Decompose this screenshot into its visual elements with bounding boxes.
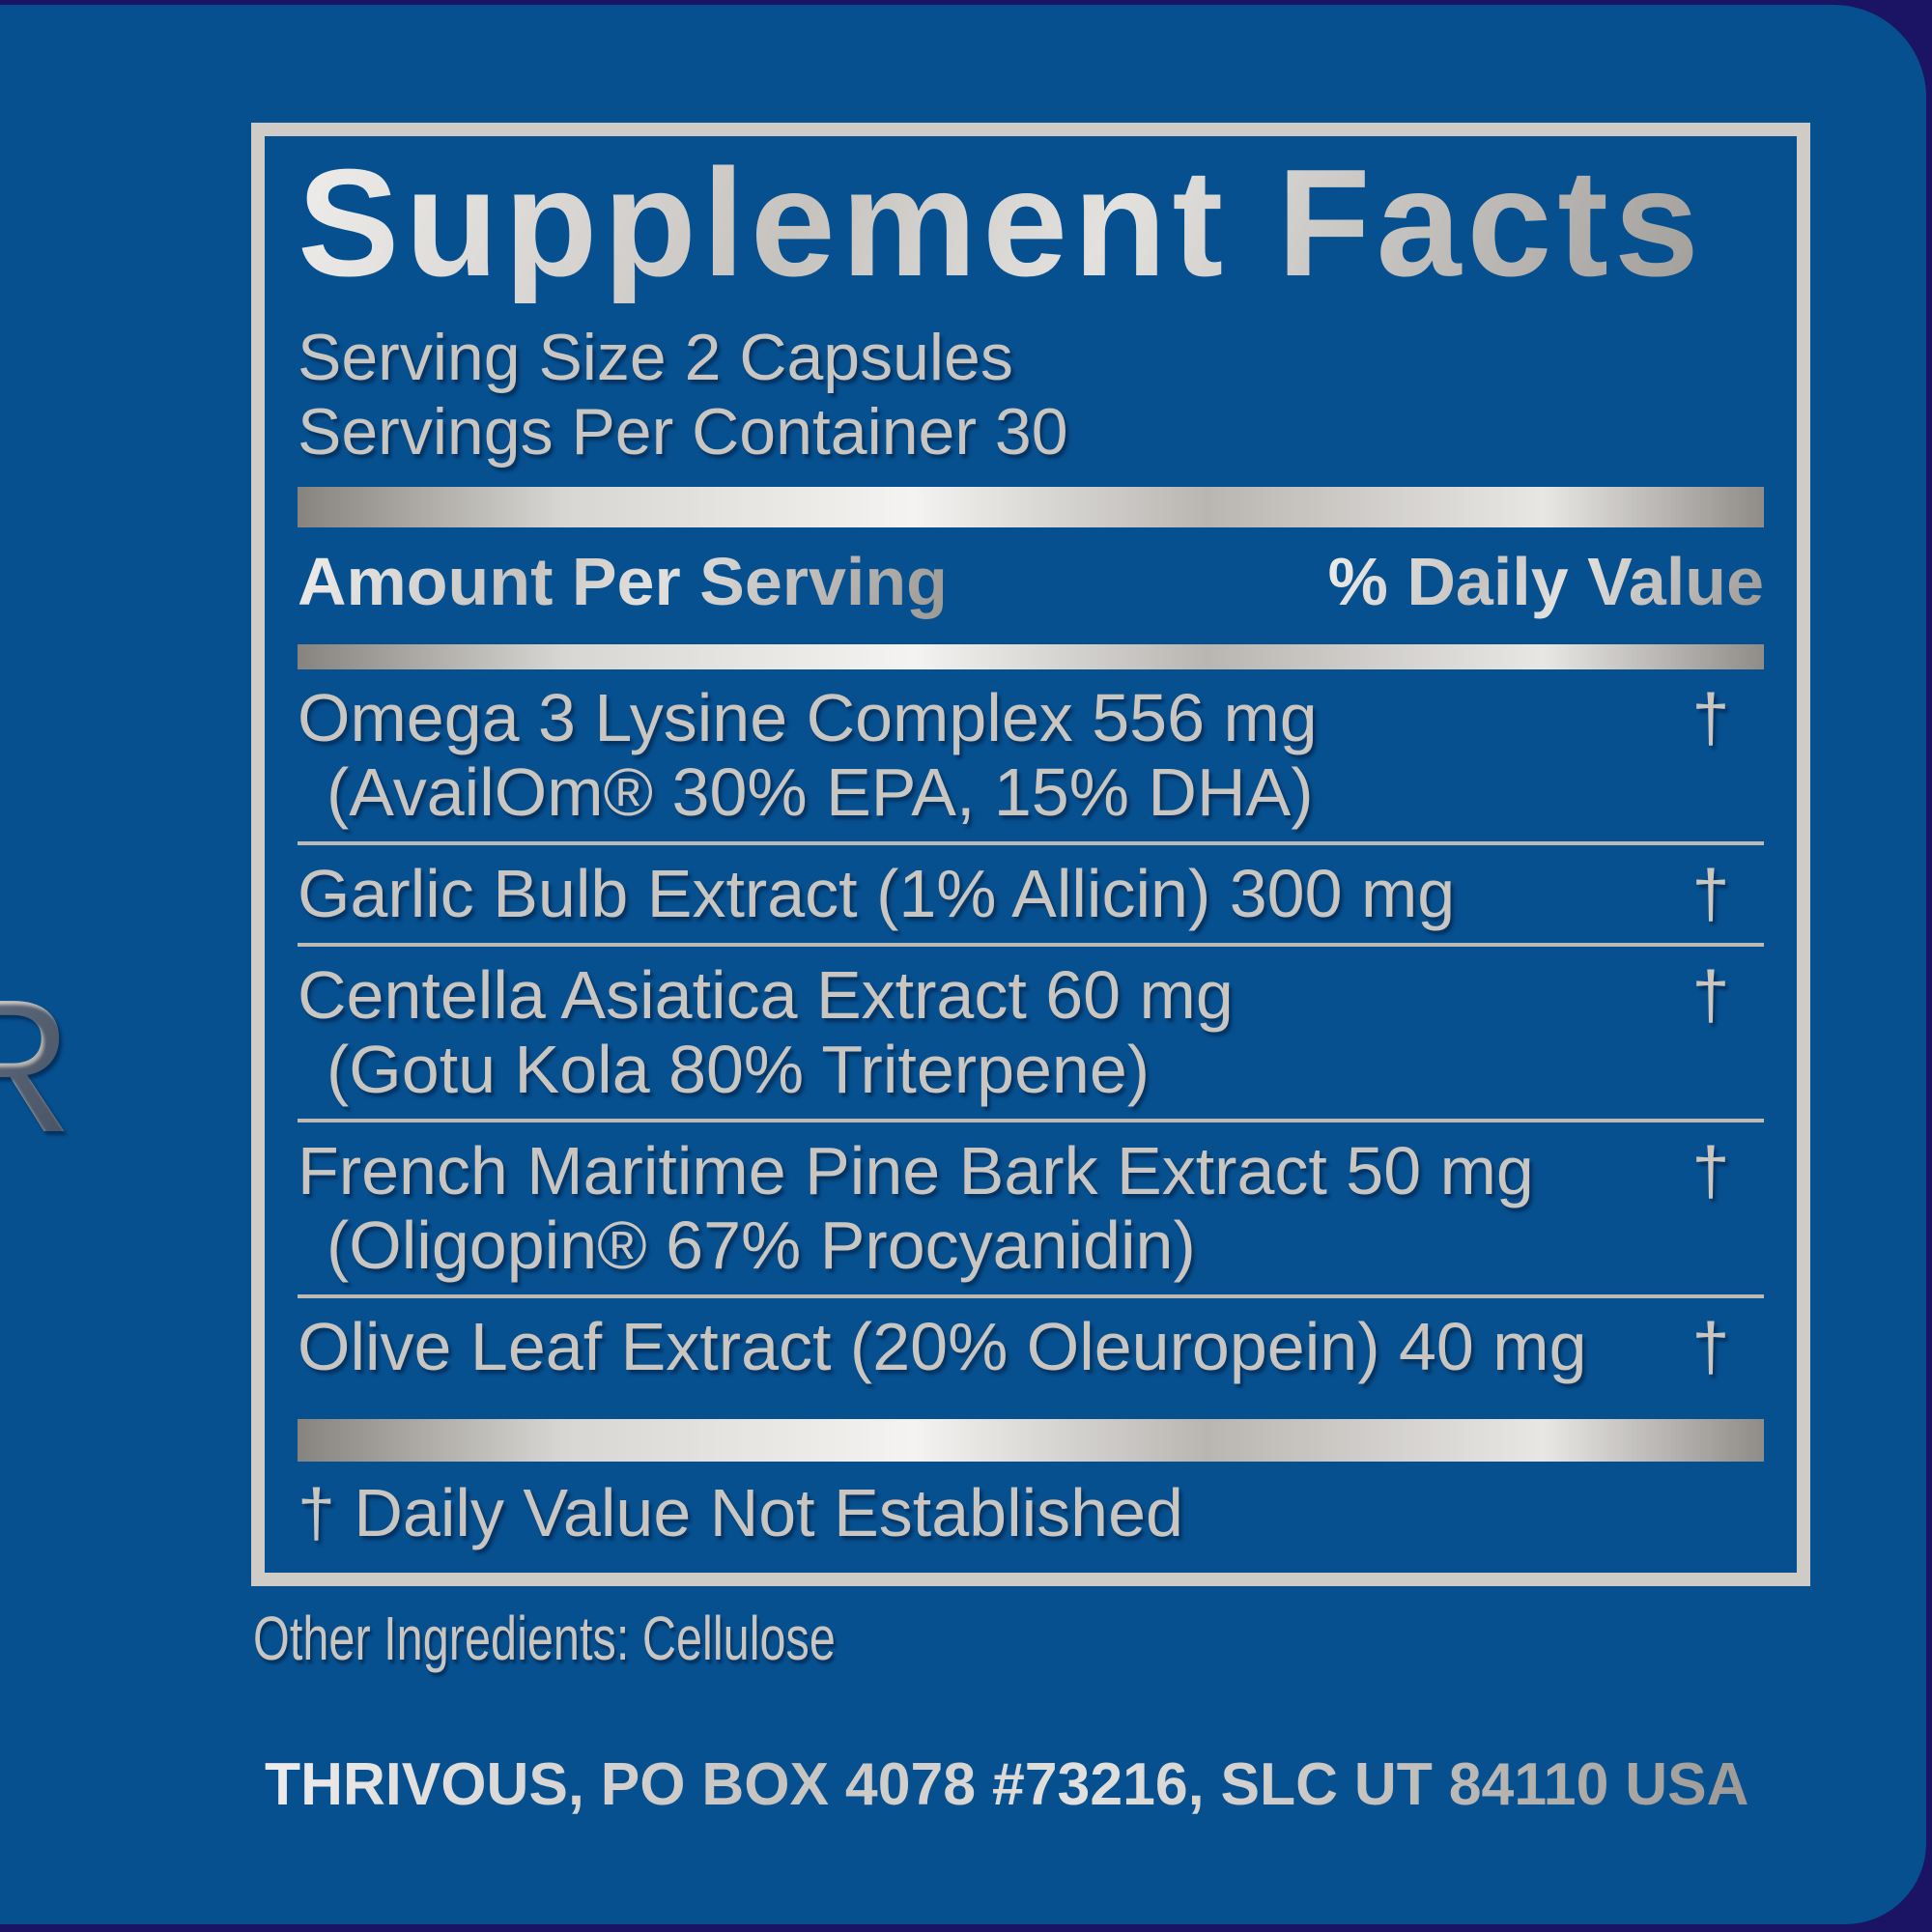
servings-per-container: Servings Per Container 30 <box>298 395 1068 469</box>
ingredient-line1: Centella Asiatica Extract 60 mg <box>298 957 1234 1033</box>
daily-value-footnote: † Daily Value Not Established <box>298 1475 1183 1550</box>
daily-value-dagger: † <box>1691 1309 1730 1384</box>
ingredient-text: Garlic Bulb Extract (1% Allicin) 300 mg <box>298 857 1658 931</box>
ingredient-row-centella: Centella Asiatica Extract 60 mg (Gotu Ko… <box>298 947 1764 1122</box>
daily-value-dagger: † <box>1691 856 1730 931</box>
ingredient-text: Olive Leaf Extract (20% Oleuropein) 40 m… <box>298 1310 1658 1384</box>
panel-title: Supplement Facts <box>298 144 1764 303</box>
ingredient-text: Omega 3 Lysine Complex 556 mg (AvailOm® … <box>298 681 1658 830</box>
separator-bar-medium <box>298 644 1764 669</box>
ingredient-row-olive-leaf: Olive Leaf Extract (20% Oleuropein) 40 m… <box>298 1298 1764 1396</box>
cropped-side-letter: R <box>0 972 73 1161</box>
serving-info: Serving Size 2 Capsules Servings Per Con… <box>298 321 1764 469</box>
daily-value-dagger: † <box>1691 680 1730 755</box>
manufacturer-address: THRIVOUS, PO BOX 4078 #73216, SLC UT 841… <box>265 1748 1749 1822</box>
label-background <box>0 5 1926 1924</box>
daily-value-header: % Daily Value <box>1327 544 1764 619</box>
supplement-facts-panel: Supplement Facts Serving Size 2 Capsules… <box>251 123 1810 1586</box>
ingredient-text: Centella Asiatica Extract 60 mg (Gotu Ko… <box>298 958 1658 1107</box>
ingredient-rows: Omega 3 Lysine Complex 556 mg (AvailOm® … <box>298 669 1764 1396</box>
daily-value-dagger: † <box>1691 1133 1730 1208</box>
column-header-row: Amount Per Serving % Daily Value <box>298 545 1764 619</box>
ingredient-line1: Garlic Bulb Extract (1% Allicin) 300 mg <box>298 856 1456 931</box>
other-ingredients: Other Ingredients: Cellulose <box>253 1604 836 1673</box>
ingredient-line2: (Gotu Kola 80% Triterpene) <box>327 1032 1151 1107</box>
ingredient-line2: (Oligopin® 67% Procyanidin) <box>327 1208 1196 1283</box>
serving-size: Serving Size 2 Capsules <box>298 321 1013 394</box>
ingredient-line1: French Maritime Pine Bark Extract 50 mg <box>298 1133 1534 1208</box>
ingredient-row-garlic: Garlic Bulb Extract (1% Allicin) 300 mg … <box>298 845 1764 947</box>
daily-value-dagger: † <box>1691 957 1730 1033</box>
ingredient-line2: (AvailOm® 30% EPA, 15% DHA) <box>327 754 1314 830</box>
separator-bar-thick-top <box>298 487 1764 527</box>
ingredient-text: French Maritime Pine Bark Extract 50 mg … <box>298 1134 1658 1283</box>
separator-bar-thick-bottom <box>298 1419 1764 1462</box>
ingredient-row-pine-bark: French Maritime Pine Bark Extract 50 mg … <box>298 1122 1764 1298</box>
ingredient-line1: Omega 3 Lysine Complex 556 mg <box>298 680 1318 755</box>
ingredient-row-omega3: Omega 3 Lysine Complex 556 mg (AvailOm® … <box>298 669 1764 845</box>
ingredient-line1: Olive Leaf Extract (20% Oleuropein) 40 m… <box>298 1309 1587 1384</box>
amount-per-serving-header: Amount Per Serving <box>298 544 948 619</box>
